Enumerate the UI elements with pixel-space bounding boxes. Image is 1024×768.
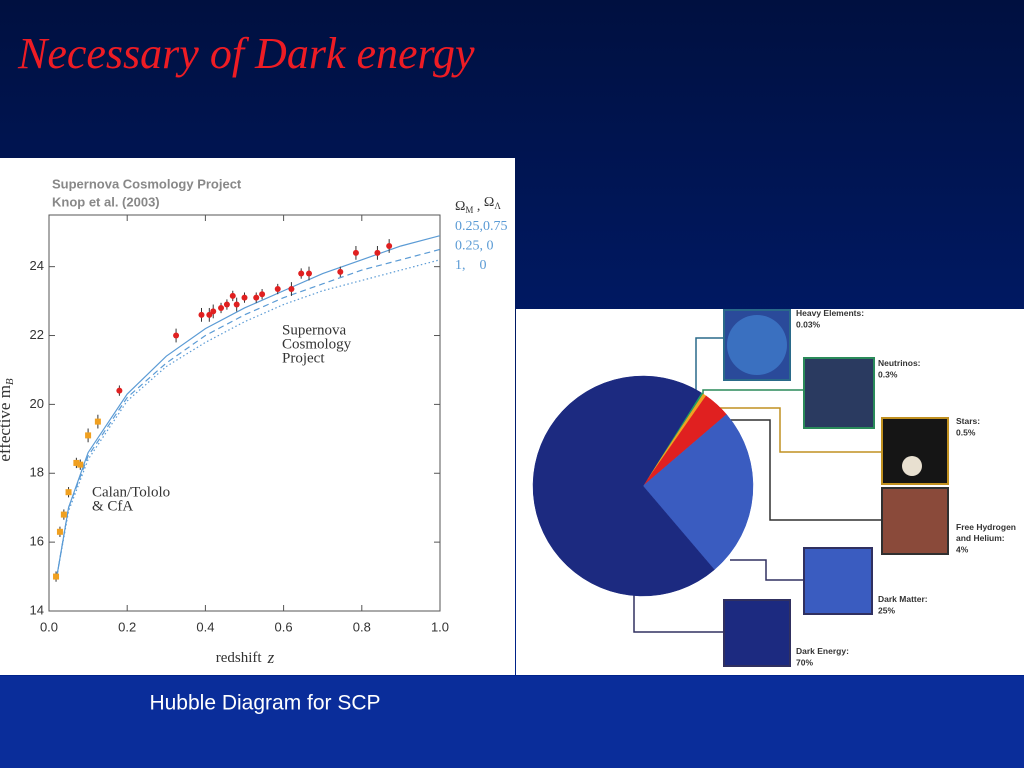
footer-band	[0, 676, 1024, 768]
y-tick-label: 18	[30, 465, 44, 480]
pie-value: 25%	[878, 605, 895, 615]
legend-entry: 1, 0	[455, 258, 487, 273]
legend-entry: 0.25,0.75	[455, 219, 508, 234]
pie-label: Stars:	[956, 416, 980, 426]
point	[77, 461, 84, 468]
model-curve	[56, 259, 440, 577]
point	[85, 432, 92, 439]
point	[73, 459, 80, 466]
caption: Hubble Diagram for SCP	[149, 692, 380, 715]
annotation: Project	[282, 350, 325, 366]
point	[386, 242, 393, 249]
pie-category: Free Hydrogen	[956, 522, 1016, 532]
point	[298, 270, 305, 277]
point	[173, 332, 180, 339]
legend-title-part: Ω	[455, 199, 465, 214]
chart-title: Supernova Cosmology Project	[52, 176, 242, 191]
annotation: Cosmology	[282, 336, 352, 352]
annotation: Supernova	[282, 322, 346, 338]
annotation: Calan/Tololo	[92, 484, 170, 500]
y-axis-label-text: effective m	[0, 385, 14, 462]
pie-slice	[532, 375, 715, 597]
pie-category-wrap: and Helium:	[956, 533, 1005, 543]
y-tick-label: 16	[30, 534, 44, 549]
x-tick-label: 0.4	[196, 619, 214, 634]
chart-subtitle: Knop et al. (2003)	[52, 194, 160, 209]
x-tick-label: 0.8	[353, 619, 371, 634]
x-axis-label-var: z	[267, 648, 275, 667]
pie-label: Heavy Elements:	[796, 308, 864, 318]
pie-label: Free Hydrogen and Helium:	[956, 522, 1016, 543]
slide-title: Necessary of Dark energy	[17, 29, 475, 78]
plot-area	[56, 235, 440, 577]
point	[259, 291, 266, 298]
pie-value: 0.03%	[796, 319, 821, 329]
chart-panel	[0, 158, 515, 675]
x-tick-label: 1.0	[431, 619, 449, 634]
x-axis-label-text: redshift	[216, 650, 263, 666]
legend-title: ΩM , ΩΛ	[455, 195, 501, 215]
model-curve	[56, 248, 440, 577]
y-tick-label: 22	[30, 327, 44, 342]
pie-category: Stars:	[956, 416, 980, 426]
pie-label: Dark Matter:	[878, 594, 928, 604]
point	[65, 489, 72, 496]
plot-frame	[48, 214, 441, 612]
point	[198, 311, 205, 318]
point	[241, 294, 248, 301]
point	[352, 249, 359, 256]
point	[60, 511, 67, 518]
x-tick-label: 0.2	[118, 619, 136, 634]
point	[253, 294, 260, 301]
legend-title-part: Λ	[494, 201, 501, 211]
y-tick-label: 14	[30, 602, 44, 617]
y-axis-label: effective mB	[0, 378, 16, 462]
point	[306, 270, 313, 277]
point	[210, 308, 217, 315]
legend-title-part: Ω	[484, 195, 494, 210]
point	[53, 573, 60, 580]
model-curve	[56, 235, 440, 577]
point	[288, 286, 295, 293]
point	[223, 301, 230, 308]
pie-value: 0.3%	[878, 369, 898, 379]
point	[233, 301, 240, 308]
point	[206, 311, 213, 318]
pie-slice	[642, 414, 754, 571]
legend-title-part: M	[465, 205, 473, 215]
pie-category: Neutrinos:	[878, 358, 921, 368]
x-tick-label: 0.0	[40, 619, 58, 634]
point	[229, 292, 236, 299]
pie-label: Dark Energy:	[796, 646, 849, 656]
point	[374, 249, 381, 256]
x-axis-label: redshift z	[216, 648, 275, 667]
x-tick-label: 0.6	[275, 619, 293, 634]
pie-label: Neutrinos:	[878, 358, 921, 368]
pie-value: 0.5%	[956, 427, 976, 437]
pie-category: Dark Matter:	[878, 594, 928, 604]
pie-value: 70%	[796, 657, 813, 667]
y-tick-label: 24	[30, 258, 44, 273]
point	[116, 387, 123, 394]
thumbnails	[723, 309, 949, 667]
point	[218, 304, 225, 311]
y-axis-label-sub: B	[4, 378, 16, 385]
point	[274, 286, 281, 293]
y-tick-label: 20	[30, 396, 44, 411]
annotation: & CfA	[92, 498, 133, 514]
point	[94, 418, 101, 425]
point	[56, 528, 63, 535]
pie-category: Dark Energy:	[796, 646, 849, 656]
pie-category: Heavy Elements:	[796, 308, 864, 318]
legend-entry: 0.25, 0	[455, 239, 494, 254]
pie-value: 4%	[956, 544, 969, 554]
point	[337, 268, 344, 275]
legend-title-part: ,	[473, 199, 484, 214]
